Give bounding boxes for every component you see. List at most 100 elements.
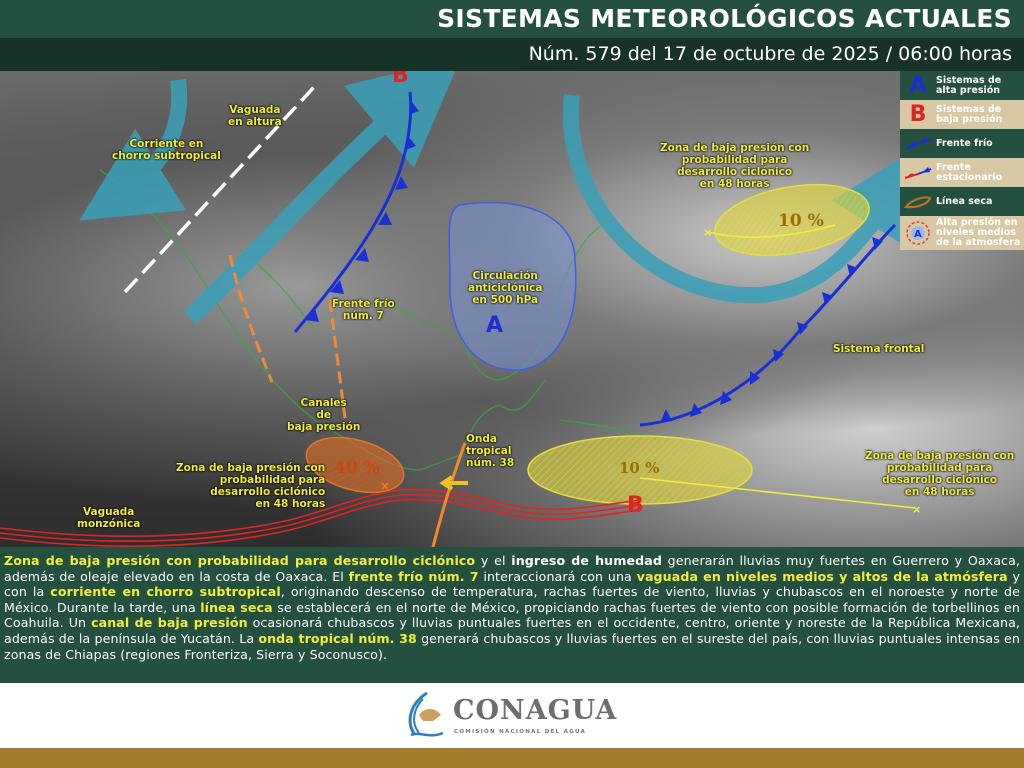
legend-label: Frente estacionario <box>936 161 1003 183</box>
label-line: tropical <box>466 445 512 457</box>
label-line: chorro subtropical <box>112 150 221 162</box>
paragraph-text: interaccionará con una <box>478 568 637 584</box>
legend: A Sistemas de alta presión B Sistemas de baj… <box>900 71 1024 250</box>
highlighted-phenomenon: vaguada en niveles medios y altos de la … <box>636 568 1008 584</box>
label-line: desarrollo ciclónico <box>677 166 793 178</box>
label-line: en altura <box>228 116 282 128</box>
cold-front-icon <box>900 136 936 151</box>
satellite-map: × × × B A B 10 % 40 % 10 % Corriente en c… <box>0 71 1024 547</box>
footer-logo-area: CONAGUA COMISIÓN NACIONAL DEL AGUA <box>0 683 1024 748</box>
forecast-description: Zona de baja presión con probabilidad pa… <box>0 547 1024 683</box>
logo-name: CONAGUA <box>453 695 618 726</box>
paragraph-text: y el <box>475 553 512 568</box>
label-line: de la atmosfera <box>936 237 1021 248</box>
label-line: Zona de baja presión con <box>865 450 1015 462</box>
legend-dry-line: Línea seca <box>900 187 1024 216</box>
label-line: Sistemas de <box>936 103 1002 115</box>
legend-label: Sistemas de baja presión <box>936 103 1002 125</box>
probability-pacific: 40 % <box>334 458 380 478</box>
legend-label: Alta presión en niveles medios de la atmos… <box>936 218 1020 248</box>
paragraph-text: y con la <box>4 568 1020 600</box>
label-line: núm. 7 <box>342 310 384 322</box>
low-pressure-symbol: B <box>627 493 644 518</box>
legend-low-pressure: B Sistemas de baja presión <box>900 100 1024 129</box>
highlighted-phenomenon: frente frío núm. 7 <box>348 568 479 584</box>
stationary-front-icon <box>900 166 936 180</box>
label-line: estacionario <box>936 171 1003 183</box>
label-line: monzónica <box>77 518 141 530</box>
legend-high-pressure: A Sistemas de alta presión <box>900 71 1024 100</box>
label-line: de <box>316 409 331 421</box>
highlighted-phenomenon: corriente en chorro subtropical <box>50 584 281 600</box>
cold-front-7 <box>293 91 413 333</box>
label-line: Corriente en <box>129 138 204 150</box>
label-anticyclone: Circulación anticiclónica en 500 hPa <box>468 270 542 306</box>
label-line: Canales <box>300 397 347 409</box>
tropical-wave-arrow <box>439 475 468 491</box>
monsoon-trough <box>0 488 641 547</box>
low-pressure-channel-1 <box>228 254 274 383</box>
label-line: probabilidad para <box>886 462 993 474</box>
label-line: Vaguada <box>229 104 281 116</box>
label-low-pacific: Zona de baja presión con probabilidad par… <box>176 462 325 510</box>
paragraph-text: generará chubascos y lluvias fuertes en … <box>4 630 1020 662</box>
legend-upper-high: A Alta presión en niveles medios de la atmo… <box>900 216 1024 250</box>
label-line: Circulación <box>472 270 538 282</box>
bulletin-subtitle: Núm. 579 del 17 de octubre de 2025 / 06:… <box>0 38 1024 71</box>
label-line: baja presión <box>287 421 361 433</box>
paragraph-text: , originando descenso de temperatura, ra… <box>4 584 1020 615</box>
highlighted-phenomenon: canal de baja presión <box>91 615 248 631</box>
legend-label: Línea seca <box>936 196 992 207</box>
label-line: Vaguada <box>83 506 135 518</box>
label-line: Onda <box>466 433 498 445</box>
logo-subtitle: COMISIÓN NACIONAL DEL AGUA <box>454 729 587 735</box>
legend-cold-front: Frente frío <box>900 129 1024 158</box>
highlighted-phenomenon: línea seca <box>200 599 273 615</box>
label-line: niveles medios <box>936 227 1016 238</box>
frontal-system <box>639 223 897 427</box>
conagua-logo-icon <box>408 691 444 737</box>
low-zone-caribbean <box>527 435 753 505</box>
cold-front-7-triangles <box>305 101 419 322</box>
label-channels: Canales de baja presión <box>287 397 360 433</box>
legend-stationary-front: Frente estacionario <box>900 158 1024 187</box>
jet-arrow-right <box>562 94 924 304</box>
label-line: probabilidad para <box>681 154 788 166</box>
label-line: núm. 38 <box>466 457 515 469</box>
map-overlay: × × × <box>0 71 924 547</box>
upper-trough-line <box>123 84 317 294</box>
label-monsoon-trough: Vaguada monzónica <box>77 506 140 530</box>
label-line: alta presión <box>936 84 1001 96</box>
label-low-atlantic: Zona de baja presión con probabilidad par… <box>660 142 809 190</box>
label-line: Frente <box>936 161 971 173</box>
label-line: Alta presión en <box>936 217 1018 228</box>
low-center-x-icon: × <box>703 226 712 239</box>
label-upper-trough: Vaguada en altura <box>228 104 282 128</box>
paragraph-text: generarán lluvias muy fuertes en Guerrer… <box>4 553 1020 584</box>
label-line: anticiclónica <box>468 282 543 294</box>
high-pressure-symbol: A <box>486 313 504 338</box>
footer-bar <box>0 748 1024 768</box>
dry-line-icon <box>900 194 936 210</box>
frontal-triangles <box>660 237 883 423</box>
label-jet-stream: Corriente en chorro subtropical <box>112 138 221 162</box>
highlighted-phenomenon: Zona de baja presión con probabilidad pa… <box>4 553 476 568</box>
label-line: en 500 hPa <box>472 294 539 306</box>
label-line: Frente frío <box>332 298 395 310</box>
label-tropical-wave: Onda tropical núm. 38 <box>466 433 514 469</box>
label-line: probabilidad para <box>219 474 326 486</box>
label-low-caribbean: Zona de baja presión con probabilidad par… <box>865 450 1014 498</box>
label-line: Zona de baja presión con <box>176 462 326 474</box>
highlighted-phenomenon: onda tropical núm. 38 <box>258 630 417 646</box>
jet-arrow-left <box>79 78 188 221</box>
low-zone-pacific <box>305 436 405 494</box>
low-pressure-channel-2 <box>328 299 347 419</box>
label-line: Sistemas de <box>936 74 1002 86</box>
high-pressure-icon: A <box>909 72 927 98</box>
page-title: SISTEMAS METEOROLÓGICOS ACTUALES <box>0 0 1024 38</box>
legend-label: Sistemas de alta presión <box>936 74 1002 96</box>
low-center-x-icon: × <box>912 503 921 516</box>
label-line: Zona de baja presión con <box>660 142 810 154</box>
jet-arrow-main <box>183 71 462 325</box>
label-line: desarrollo ciclónico <box>210 486 326 498</box>
